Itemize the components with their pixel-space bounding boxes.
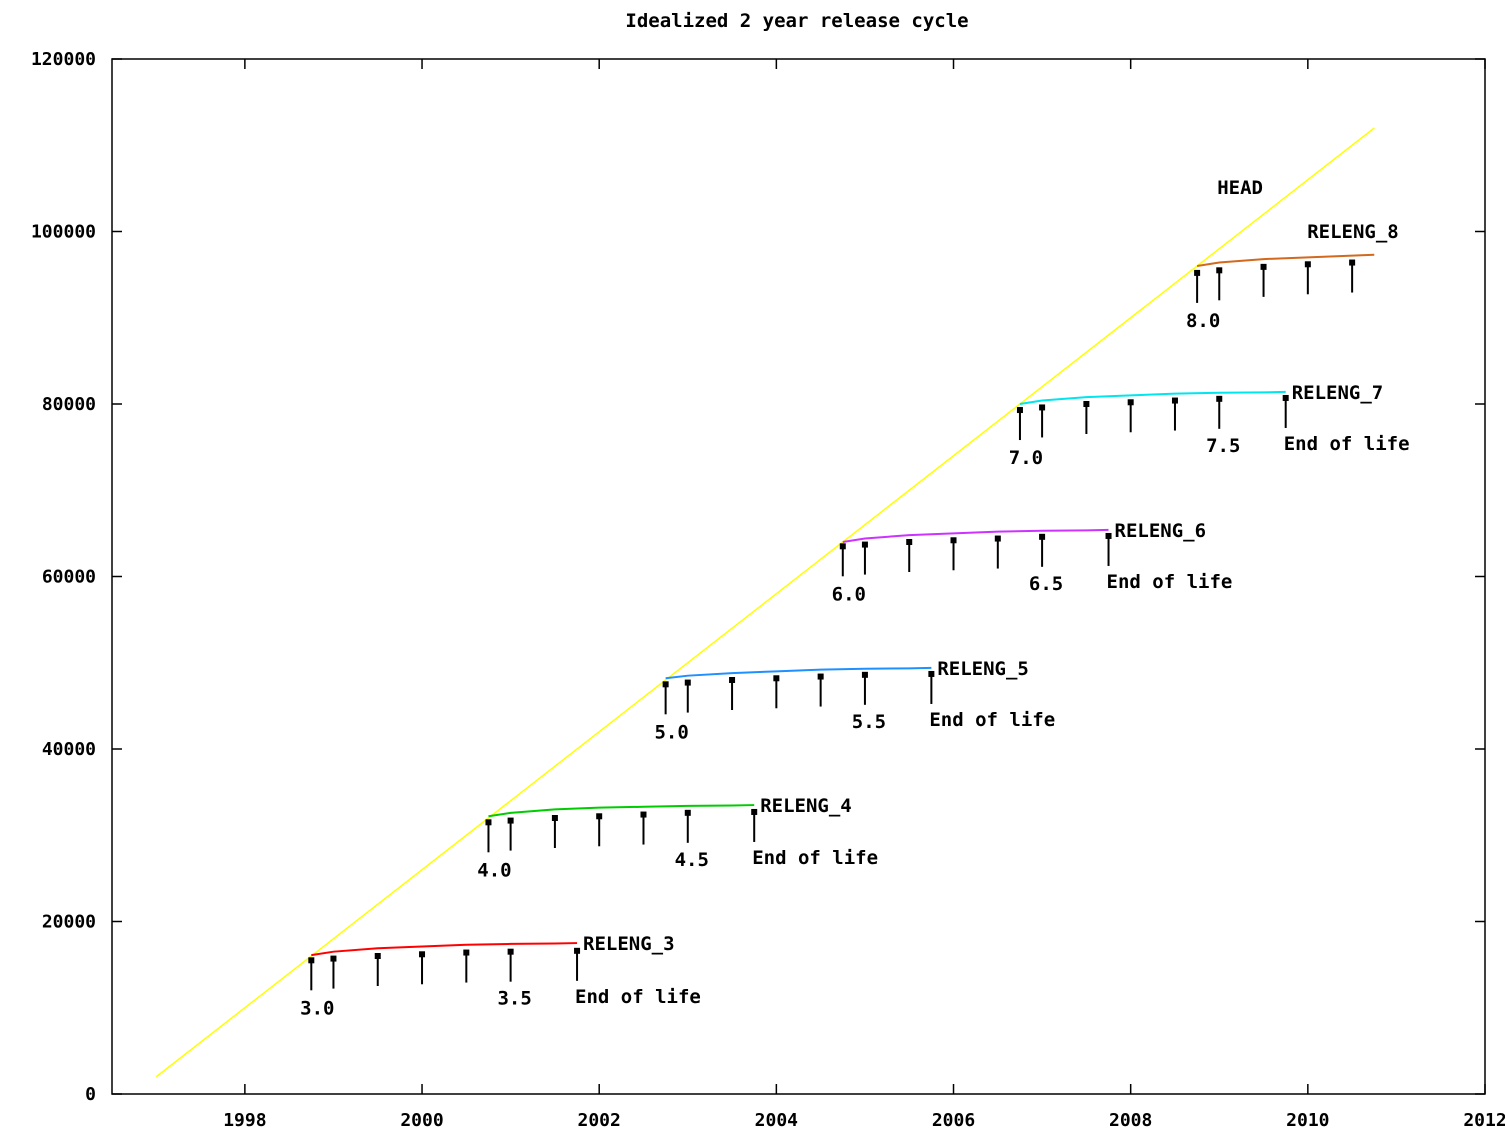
y-tick-label: 60000 (42, 567, 96, 588)
annotations: HEAD RELENG_3 3.0 3.5 End of life RELENG_4 4.0… (300, 177, 1409, 1019)
release-label: 6.0 (832, 583, 866, 605)
branch-name-label: RELENG_5 (937, 658, 1029, 680)
release-point (507, 817, 514, 824)
release-point (684, 679, 691, 686)
release-point (906, 539, 913, 545)
release-label: 4.5 (675, 849, 709, 871)
branch-name-label: RELENG_4 (760, 795, 852, 817)
release-point (729, 677, 736, 683)
end-of-life-label: End of life (1107, 571, 1233, 593)
release-point (950, 537, 957, 544)
release-point (861, 671, 868, 678)
series-line-branch (842, 528, 1109, 543)
release-point (1083, 401, 1090, 407)
release-point (817, 673, 824, 680)
release-point (662, 681, 669, 688)
release-point (419, 951, 426, 958)
release-point (574, 947, 581, 954)
release-label: 7.5 (1206, 435, 1240, 457)
x-tick-label: 2002 (578, 1110, 621, 1131)
x-tick-label: 2004 (755, 1110, 799, 1131)
release-point (839, 543, 846, 550)
release-point (1304, 261, 1311, 268)
y-tick-label: 0 (85, 1084, 96, 1105)
release-point (1260, 263, 1267, 270)
x-tick-label: 2006 (932, 1110, 975, 1131)
branch-name-label: RELENG_8 (1307, 221, 1399, 243)
release-label: 6.5 (1029, 573, 1063, 595)
release-point (751, 808, 758, 815)
series-line-branch (488, 804, 755, 818)
release-label: 7.0 (1009, 447, 1043, 469)
axis-tick-labels: 1998 2000 2002 2004 2006 2008 2010 2012 0 20000 40… (31, 49, 1505, 1131)
series-line-branch (665, 666, 932, 680)
release-point (330, 955, 337, 962)
end-of-life-label: End of life (752, 847, 878, 869)
branch-name-label: RELENG_6 (1115, 520, 1207, 542)
release-point (551, 815, 558, 821)
release-point (773, 675, 780, 682)
series-label-head: HEAD (1217, 177, 1263, 199)
release-point (1349, 259, 1356, 266)
series-lines (155, 127, 1375, 1078)
release-point (463, 949, 470, 956)
release-point (596, 813, 603, 820)
release-point (485, 819, 492, 826)
release-point (1216, 395, 1223, 402)
series-line-branch (311, 942, 578, 957)
series-line-head (155, 127, 1375, 1078)
release-point (1216, 267, 1223, 274)
release-label: 3.0 (300, 997, 334, 1019)
release-point (374, 953, 381, 959)
release-point (1039, 404, 1046, 411)
axis-ticks (112, 58, 1486, 1095)
end-of-life-label: End of life (929, 709, 1055, 731)
release-label: 3.5 (497, 988, 531, 1010)
release-point (640, 811, 647, 818)
x-tick-label: 2010 (1286, 1110, 1329, 1131)
release-label: 5.0 (654, 721, 688, 743)
release-label: 8.0 (1186, 310, 1220, 332)
release-point (1171, 397, 1178, 404)
release-point (1127, 399, 1134, 406)
branch-name-label: RELENG_3 (583, 933, 675, 955)
series-line-branch (1019, 390, 1286, 405)
release-point (1282, 394, 1289, 401)
y-tick-label: 80000 (42, 394, 96, 415)
branch-name-label: RELENG_7 (1292, 382, 1384, 404)
series-line-branch (1196, 253, 1375, 267)
release-point (1105, 532, 1112, 539)
end-of-life-label: End of life (1284, 433, 1410, 455)
release-point (308, 957, 315, 964)
release-markers (308, 259, 1356, 991)
x-tick-label: 2012 (1463, 1110, 1505, 1131)
y-tick-label: 120000 (31, 49, 96, 70)
release-point (861, 541, 868, 548)
y-tick-label: 40000 (42, 739, 96, 760)
release-point (1194, 269, 1201, 276)
end-of-life-label: End of life (575, 986, 701, 1008)
x-tick-label: 2008 (1109, 1110, 1152, 1131)
y-tick-label: 20000 (42, 912, 96, 933)
release-point (928, 670, 935, 677)
release-point (507, 948, 514, 955)
x-tick-label: 1998 (223, 1110, 266, 1131)
release-label: 5.5 (852, 711, 886, 733)
y-tick-label: 100000 (31, 222, 96, 243)
x-tick-label: 2000 (400, 1110, 443, 1131)
release-point (1039, 533, 1046, 540)
chart-title: Idealized 2 year release cycle (625, 10, 968, 32)
release-point (1016, 407, 1023, 414)
release-point (684, 809, 691, 816)
release-point (994, 535, 1001, 542)
release-label: 4.0 (477, 859, 511, 881)
